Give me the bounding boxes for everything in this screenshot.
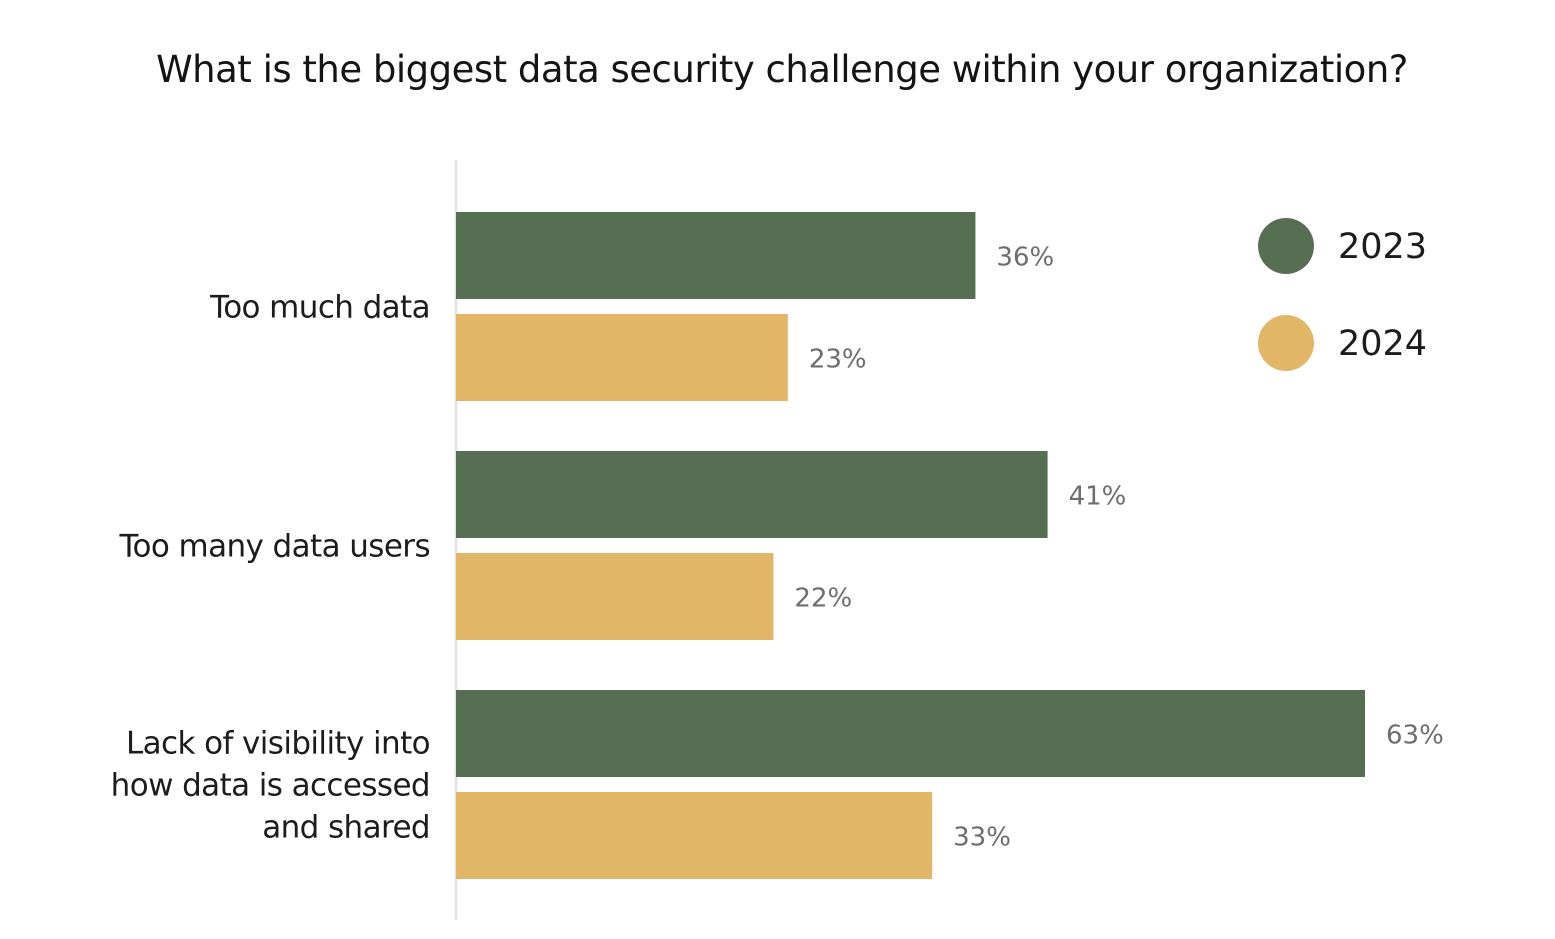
bars-layer xyxy=(456,212,1365,879)
value-label-2023-3: 63% xyxy=(1386,721,1444,751)
legend-label-2023: 2023 xyxy=(1338,227,1427,267)
bar-2023-lack-of-visibility-into-how-data-is-accessed-and-shared xyxy=(456,690,1365,777)
bar-2024-lack-of-visibility-into-how-data-is-accessed-and-shared xyxy=(456,792,933,879)
bar-2023-too-much-data xyxy=(456,212,976,299)
value-label-2023-2: 41% xyxy=(1069,482,1127,512)
value-label-2024-1: 23% xyxy=(809,345,867,375)
value-label-2024-2: 22% xyxy=(794,584,852,614)
legend-label-2024: 2024 xyxy=(1338,324,1427,364)
value-labels: 36% 23% 41% 22% 63% 33% xyxy=(794,243,1443,853)
legend: 2023 2024 xyxy=(1258,218,1427,371)
legend-swatch-2024 xyxy=(1258,315,1314,371)
category-label-1: Too much data xyxy=(209,290,430,326)
category-labels: Too much data Too many data users Lack of … xyxy=(111,290,431,846)
category-label-2: Too many data users xyxy=(118,529,430,565)
value-label-2023-1: 36% xyxy=(996,243,1054,273)
category-label-3: Lack of visibility into how data is acces… xyxy=(111,726,430,846)
bar-2023-too-many-data-users xyxy=(456,451,1048,538)
value-label-2024-3: 33% xyxy=(953,823,1011,853)
legend-swatch-2023 xyxy=(1258,218,1314,274)
bar-2024-too-much-data xyxy=(456,314,788,401)
chart-title: What is the biggest data security challe… xyxy=(156,48,1408,91)
bar-2024-too-many-data-users xyxy=(456,553,774,640)
